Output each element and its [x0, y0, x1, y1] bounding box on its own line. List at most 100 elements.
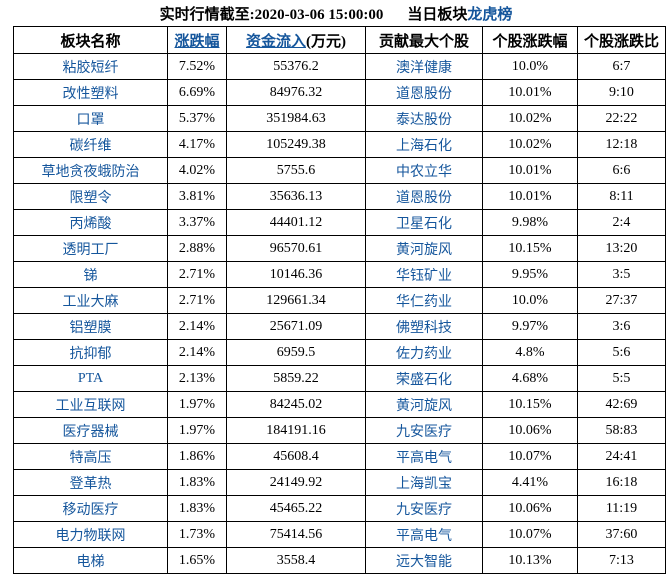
stock-link-cell: 澳洋健康 [365, 53, 483, 80]
stock-link[interactable]: 黄河旋风 [396, 242, 452, 258]
stock-link[interactable]: 道恩股份 [396, 86, 452, 102]
inflow-value: 5755.6 [276, 162, 316, 178]
stock-link[interactable]: 华钰矿业 [396, 268, 452, 284]
up-down-ratio: 3:6 [612, 318, 631, 334]
stock-link[interactable]: 佐力药业 [396, 346, 452, 362]
stock-link[interactable]: 九安医疗 [396, 502, 452, 518]
sector-link[interactable]: 特高压 [69, 450, 112, 466]
sector-link[interactable]: 锑 [83, 268, 98, 284]
stock-change-pct-cell: 4.8% [482, 339, 578, 366]
sector-link[interactable]: 碳纤维 [69, 138, 112, 154]
inflow-value-cell: 84245.02 [226, 391, 366, 418]
stock-link[interactable]: 佛塑科技 [396, 320, 452, 336]
stock-link[interactable]: 华仁药业 [396, 294, 452, 310]
up-down-ratio-cell: 7:13 [577, 547, 666, 574]
sort-by-inflow-link[interactable]: 资金流入 [245, 33, 306, 50]
dragon-tiger-board-link[interactable]: 龙虎榜 [467, 7, 513, 23]
up-down-ratio: 6:6 [612, 162, 631, 178]
col-header-change-pct[interactable]: 涨跌幅 [167, 26, 227, 54]
sector-link[interactable]: 粘胶短纤 [62, 60, 119, 76]
sector-change-pct: 3.37% [178, 214, 216, 230]
sector-link-cell: 锑 [13, 261, 168, 288]
stock-link[interactable]: 中农立华 [396, 164, 452, 180]
table-row: 登革热 1.83% 24149.92 上海凯宝 4.41% 16:18 [13, 469, 666, 496]
sector-change-pct: 2.14% [178, 344, 216, 360]
sector-link-cell: 电梯 [13, 547, 168, 574]
sort-by-change-link[interactable]: 涨跌幅 [174, 33, 220, 50]
sector-change-pct-cell: 2.88% [167, 235, 227, 262]
sector-link[interactable]: 电力物联网 [55, 528, 126, 544]
stock-change-pct-cell: 10.02% [482, 105, 578, 132]
table-row: 电梯 1.65% 3558.4 远大智能 10.13% 7:13 [13, 547, 666, 574]
stock-link[interactable]: 远大智能 [396, 554, 452, 570]
col-header-capital-inflow[interactable]: 资金流入(万元) [226, 26, 366, 54]
stock-change-pct-cell: 10.15% [482, 391, 578, 418]
sector-link[interactable]: 登革热 [69, 476, 112, 492]
sector-link[interactable]: 改性塑料 [62, 86, 119, 102]
inflow-value: 5859.22 [273, 370, 319, 386]
up-down-ratio-cell: 37:60 [577, 521, 666, 548]
up-down-ratio: 2:4 [612, 214, 631, 230]
stock-link[interactable]: 黄河旋风 [396, 398, 452, 414]
sector-link[interactable]: 医疗器械 [62, 424, 119, 440]
inflow-value-cell: 24149.92 [226, 469, 366, 496]
stock-link-cell: 华仁药业 [365, 287, 483, 314]
stock-link[interactable]: 上海凯宝 [396, 476, 452, 492]
table-row: 碳纤维 4.17% 105249.38 上海石化 10.02% 12:18 [13, 131, 666, 158]
sector-change-pct: 2.14% [178, 318, 216, 334]
up-down-ratio: 42:69 [605, 396, 638, 412]
stock-change-pct: 10.01% [508, 162, 552, 178]
sector-link[interactable]: 工业互联网 [55, 398, 126, 414]
table-row: PTA 2.13% 5859.22 荣盛石化 4.68% 5:5 [13, 365, 666, 392]
stock-link[interactable]: 荣盛石化 [396, 372, 452, 388]
sector-link[interactable]: 电梯 [76, 554, 105, 570]
stock-link[interactable]: 九安医疗 [396, 424, 452, 440]
inflow-value-cell: 75414.56 [226, 521, 366, 548]
sector-link[interactable]: 移动医疗 [62, 502, 119, 518]
inflow-value: 96570.61 [269, 240, 323, 256]
sector-change-pct: 5.37% [178, 110, 216, 126]
stock-link[interactable]: 泰达股份 [396, 112, 452, 128]
col-header-sector-name: 板块名称 [13, 26, 168, 54]
sector-link[interactable]: 草地贪夜蛾防治 [41, 164, 140, 180]
sector-change-pct: 4.17% [178, 136, 216, 152]
up-down-ratio-cell: 2:4 [577, 209, 666, 236]
stock-change-pct: 4.8% [515, 344, 545, 360]
inflow-value-cell: 44401.12 [226, 209, 366, 236]
stock-link-cell: 黄河旋风 [365, 391, 483, 418]
stock-change-pct-cell: 10.01% [482, 157, 578, 184]
sector-link[interactable]: 抗抑郁 [69, 346, 112, 362]
sector-link-cell: 碳纤维 [13, 131, 168, 158]
sector-change-pct-cell: 4.02% [167, 157, 227, 184]
sector-link[interactable]: 丙烯酸 [69, 216, 112, 232]
up-down-ratio-cell: 6:6 [577, 157, 666, 184]
stock-change-pct-cell: 4.68% [482, 365, 578, 392]
inflow-value: 184191.16 [266, 422, 326, 438]
sector-change-pct-cell: 1.73% [167, 521, 227, 548]
stock-link[interactable]: 平高电气 [396, 528, 452, 544]
sector-link[interactable]: PTA [77, 370, 104, 386]
sector-link[interactable]: 工业大麻 [62, 294, 119, 310]
sector-change-pct: 2.71% [178, 292, 216, 308]
sector-link-cell: 限塑令 [13, 183, 168, 210]
stock-change-pct-cell: 9.97% [482, 313, 578, 340]
stock-link[interactable]: 道恩股份 [396, 190, 452, 206]
stock-link[interactable]: 平高电气 [396, 450, 452, 466]
sector-link-cell: 工业互联网 [13, 391, 168, 418]
sector-change-pct-cell: 3.37% [167, 209, 227, 236]
stock-link[interactable]: 澳洋健康 [396, 60, 452, 76]
stock-change-pct-cell: 10.0% [482, 287, 578, 314]
stock-change-pct: 10.07% [508, 448, 552, 464]
sector-link[interactable]: 透明工厂 [62, 242, 119, 258]
stock-link[interactable]: 上海石化 [396, 138, 452, 154]
sector-link[interactable]: 铝塑膜 [69, 320, 112, 336]
stock-change-pct-cell: 10.06% [482, 495, 578, 522]
up-down-ratio: 24:41 [605, 448, 638, 464]
sector-link[interactable]: 限塑令 [69, 190, 112, 206]
stock-change-pct-cell: 10.01% [482, 183, 578, 210]
stock-change-pct: 10.15% [508, 240, 552, 256]
up-down-ratio-cell: 3:5 [577, 261, 666, 288]
sector-link[interactable]: 口罩 [76, 112, 105, 128]
up-down-ratio: 11:19 [605, 500, 638, 516]
stock-link[interactable]: 卫星石化 [396, 216, 452, 232]
